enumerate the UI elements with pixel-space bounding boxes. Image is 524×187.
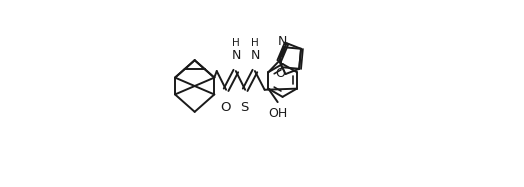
Text: O: O: [276, 67, 286, 80]
Text: S: S: [241, 101, 249, 114]
Text: N: N: [278, 35, 287, 48]
Text: OH: OH: [268, 107, 288, 120]
Text: H: H: [232, 38, 240, 48]
Text: H: H: [252, 38, 259, 48]
Text: O: O: [220, 101, 231, 114]
Text: N: N: [232, 49, 241, 62]
Text: N: N: [250, 49, 260, 62]
